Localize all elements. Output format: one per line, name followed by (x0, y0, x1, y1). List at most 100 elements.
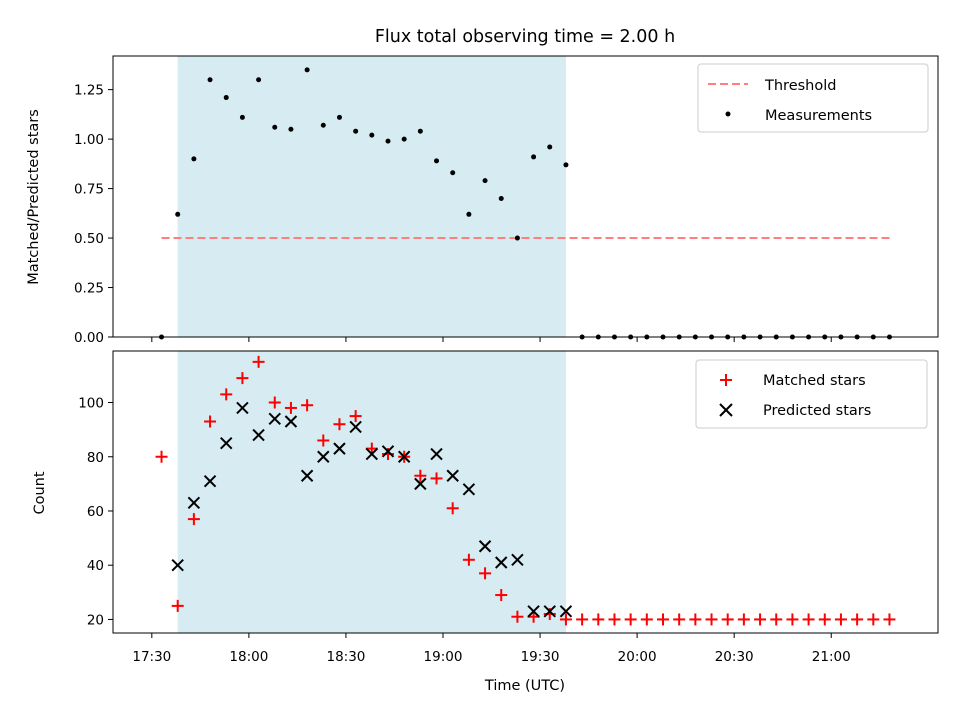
matched-star-point (204, 415, 217, 428)
measurement-point (563, 162, 569, 168)
matched-star-point (430, 472, 443, 485)
cross-b (365, 447, 379, 461)
y-tick-label: 0.50 (74, 231, 104, 247)
top-legend: Threshold Measurements (697, 63, 929, 133)
matched-star-point (479, 567, 492, 580)
matched-star-point (155, 450, 168, 463)
cross-b (414, 477, 427, 491)
predicted-star-point (381, 445, 395, 458)
measurement-point (547, 144, 553, 150)
matched-star-point (171, 599, 184, 612)
measurement-point (175, 211, 181, 217)
cross-b (187, 496, 201, 510)
x-tick-label: 20:00 (618, 649, 657, 665)
cross-b (349, 420, 362, 434)
cross-b (462, 483, 476, 496)
matched-star-point (495, 589, 508, 602)
cross-b (397, 450, 411, 463)
cross-b (333, 442, 346, 455)
predicted-star-point (187, 496, 201, 510)
legend-matched-label: Matched stars (763, 373, 866, 389)
legend-matched-swatch (720, 374, 732, 386)
matched-star-point (576, 613, 589, 626)
measurement-point (320, 122, 326, 128)
x-tick-label: 19:00 (424, 649, 463, 665)
y-tick-label: 1.25 (74, 83, 104, 99)
matched-star-point (786, 613, 799, 626)
bottom-y-axis-label: Count (32, 471, 48, 514)
measurement-point (336, 114, 342, 120)
predicted-star-point (511, 553, 524, 566)
bottom-panel: 20 40 60 80 100 17:30 18:00 18:30 19:00 19:30 20:… (32, 350, 939, 694)
cross-b (317, 450, 330, 463)
top-legend-box (697, 63, 929, 133)
measurement-point (369, 132, 375, 138)
matched-star-point (705, 613, 718, 626)
matched-star-point (559, 613, 572, 626)
y-tick-label: 60 (87, 504, 104, 520)
measurement-point (272, 124, 278, 130)
x-tick-label: 21:00 (812, 649, 851, 665)
predicted-star-point (397, 450, 411, 463)
matched-star-point (689, 613, 702, 626)
predicted-star-point (414, 477, 427, 491)
chart-title: Flux total observing time = 2.00 h (375, 27, 675, 47)
y-tick-label: 100 (78, 396, 104, 412)
matched-star-point (818, 613, 831, 626)
x-tick-label: 19:30 (521, 649, 560, 665)
matched-star-point (754, 613, 767, 626)
predicted-star-point (236, 401, 249, 415)
cross-b (495, 556, 508, 569)
cross-b (543, 605, 556, 618)
matched-star-point (867, 613, 880, 626)
cross-b (252, 428, 265, 442)
y-tick-label: 40 (87, 558, 104, 574)
matched-star-point (236, 372, 249, 385)
matched-star-point (721, 613, 734, 626)
measurement-point (417, 128, 423, 134)
predicted-star-point (543, 605, 556, 618)
measurement-point (207, 77, 213, 83)
x-tick-label: 20:30 (715, 649, 754, 665)
matched-star-point (770, 613, 783, 626)
cross-b (559, 605, 573, 618)
x-axis-label: Time (UTC) (484, 678, 565, 694)
matched-star-point (349, 410, 362, 423)
predicted-star-point (317, 450, 330, 463)
predicted-star-point (430, 447, 443, 461)
y-tick-label: 80 (87, 450, 104, 466)
predicted-star-point (284, 415, 298, 428)
predicted-star-point (252, 428, 265, 442)
y-tick-label: 1.00 (74, 132, 104, 148)
matched-star-point (640, 613, 653, 626)
predicted-star-point (495, 556, 508, 569)
legend-threshold-label: Threshold (764, 78, 836, 94)
cross-b (511, 553, 524, 566)
measurement-point (531, 154, 537, 160)
matched-star-point (365, 442, 378, 455)
top-axes-frame (112, 55, 939, 338)
x-tick-label: 18:30 (326, 649, 365, 665)
cross-b (300, 469, 314, 482)
predicted-stars-points (171, 401, 573, 618)
y-tick-label: 20 (87, 612, 104, 628)
measurement-point (434, 158, 440, 164)
matched-star-point (220, 388, 233, 401)
bottom-legend-box (695, 359, 928, 429)
matched-star-point (673, 613, 686, 626)
measurement-point (256, 77, 262, 83)
cross-b (284, 415, 298, 428)
cross-b (430, 447, 443, 461)
observing-time-span (177, 351, 566, 633)
matched-star-point (333, 418, 346, 431)
measurement-point (385, 138, 391, 144)
measurement-point (514, 235, 520, 241)
top-y-axis-label: Matched/Predicted stars (26, 109, 42, 285)
x-tick-label: 18:00 (229, 649, 268, 665)
measurement-point (482, 178, 488, 184)
predicted-star-point (527, 605, 540, 618)
predicted-star-point (559, 605, 573, 618)
measurement-point (239, 114, 245, 120)
matched-star-point (657, 613, 669, 626)
top-y-ticks: 0.00 0.25 0.50 0.75 1.00 1.25 (74, 83, 113, 346)
